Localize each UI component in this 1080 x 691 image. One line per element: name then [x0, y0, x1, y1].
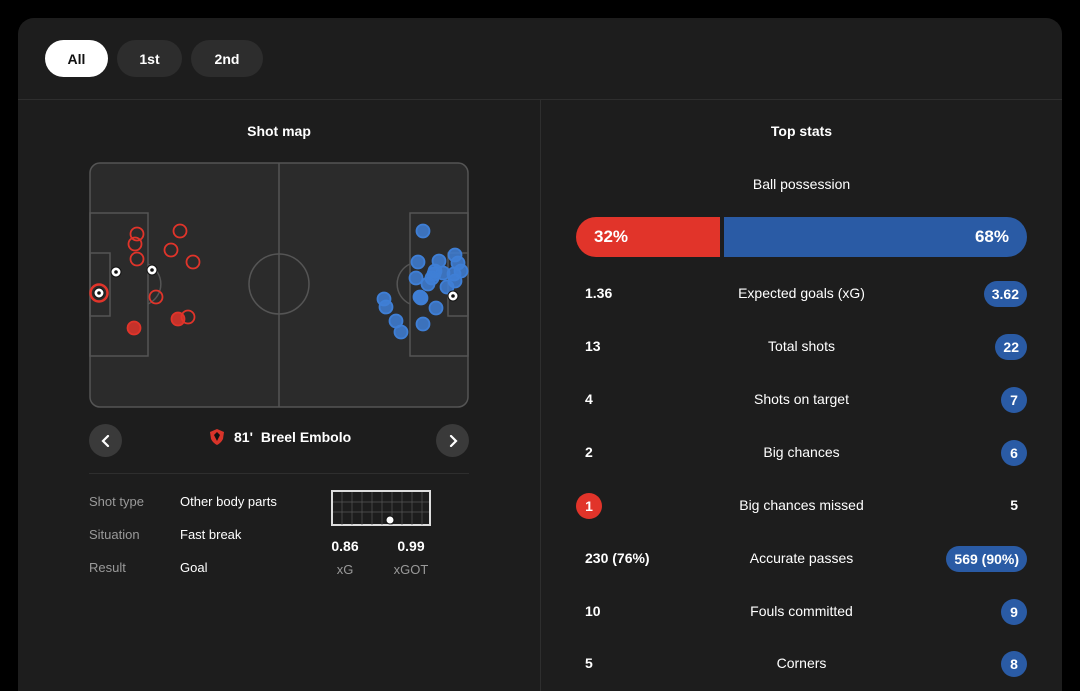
match-stats-card: All 1st 2nd Shot map 81' Breel Embolo Sh… — [18, 18, 1062, 691]
stat-label: Accurate passes — [749, 550, 854, 566]
tab-1st[interactable]: 1st — [117, 40, 182, 77]
stat-away-value: 3.62 — [983, 281, 1027, 307]
stat-away-value: 6 — [1001, 440, 1027, 466]
situation-value: Fast break — [180, 527, 242, 542]
possession-home: 32% — [576, 217, 720, 257]
tab-all[interactable]: All — [45, 40, 108, 77]
shot-marker[interactable] — [415, 316, 431, 332]
stat-home-value: 10 — [585, 603, 601, 619]
shot-marker[interactable] — [126, 320, 142, 336]
shot-marker[interactable] — [428, 300, 444, 316]
column-divider — [540, 100, 541, 691]
period-tabs: All 1st 2nd — [45, 40, 263, 77]
stat-label: Total shots — [768, 338, 835, 354]
shot-marker[interactable] — [129, 251, 145, 267]
shot-map-title: Shot map — [247, 123, 311, 139]
shot-type-value: Other body parts — [180, 494, 277, 509]
stat-home-value: 13 — [585, 338, 601, 354]
stat-label: Big chances — [763, 444, 840, 460]
selected-shot-ring — [89, 283, 109, 303]
shot-marker[interactable] — [127, 236, 143, 252]
stat-home-value: 2 — [585, 444, 593, 460]
shot-marker[interactable] — [378, 299, 394, 315]
stat-away-value: 9 — [1001, 599, 1027, 625]
away-shots — [376, 223, 469, 340]
stat-row: Fouls committed 10 9 — [576, 599, 1027, 625]
xg-value: 0.86 — [331, 538, 359, 554]
result-label: Result — [89, 560, 126, 575]
xg-label: xG — [336, 562, 354, 577]
shot-marker[interactable] — [439, 279, 455, 295]
stat-home-value: 230 (76%) — [585, 550, 650, 566]
stat-row: Total shots 13 22 — [576, 334, 1027, 360]
stat-away-value: 8 — [1001, 651, 1027, 677]
goal-ball-pattern — [150, 268, 154, 272]
stat-label: Fouls committed — [750, 603, 853, 619]
shot-type-label: Shot type — [89, 494, 144, 509]
stat-home-value: 1 — [576, 493, 602, 519]
stat-row: Shots on target 4 7 — [576, 387, 1027, 413]
stat-label: Big chances missed — [739, 497, 864, 513]
shot-marker[interactable] — [172, 223, 188, 239]
shot-marker[interactable] — [129, 226, 145, 242]
situation-label: Situation — [89, 527, 140, 542]
possession-label: Ball possession — [752, 176, 851, 192]
tab-2nd[interactable]: 2nd — [191, 40, 263, 77]
top-stats-title: Top stats — [770, 123, 833, 139]
stat-home-value: 4 — [585, 391, 593, 407]
shot-detail-divider — [89, 473, 469, 474]
next-shot-button[interactable] — [436, 424, 469, 457]
possession-bar: 32% 68% — [576, 217, 1027, 257]
stat-row: Accurate passes 230 (76%) 569 (90%) — [576, 546, 1027, 572]
shot-player-name: Breel Embolo — [260, 429, 352, 445]
shot-marker[interactable] — [180, 309, 196, 325]
home-shots — [89, 223, 201, 336]
stat-away-value: 7 — [1001, 387, 1027, 413]
stat-row: Corners 5 8 — [576, 651, 1027, 677]
shot-marker[interactable] — [393, 324, 409, 340]
stat-label: Corners — [776, 655, 827, 671]
possession-away: 68% — [724, 217, 1027, 257]
stat-row: Big chances missed 1 5 — [576, 493, 1027, 519]
xgot-value: 0.99 — [397, 538, 425, 554]
stat-label: Shots on target — [754, 391, 849, 407]
goal-ball-pattern — [451, 294, 455, 298]
team-crest-icon — [210, 429, 224, 445]
goal-ball-pattern — [97, 291, 101, 295]
selected-shot-player: 81' Breel Embolo — [208, 428, 351, 446]
shot-marker[interactable] — [420, 276, 436, 292]
shot-marker[interactable] — [413, 290, 429, 306]
shot-marker[interactable] — [185, 254, 201, 270]
stat-away-value: 5 — [1010, 497, 1018, 513]
header-divider — [18, 99, 1062, 100]
stat-away-value: 22 — [995, 334, 1027, 360]
xgot-label: xGOT — [393, 562, 429, 577]
shot-map-pitch[interactable] — [89, 162, 469, 408]
stat-row: Big chances 2 6 — [576, 440, 1027, 466]
stat-label: Expected goals (xG) — [738, 285, 865, 301]
chevron-left-icon — [100, 434, 109, 447]
shot-marker[interactable] — [410, 254, 426, 270]
shot-marker[interactable] — [408, 270, 424, 286]
chevron-right-icon — [449, 434, 458, 447]
stat-row: Expected goals (xG) 1.36 3.62 — [576, 281, 1027, 307]
result-value: Goal — [180, 560, 208, 575]
stat-away-value: 569 (90%) — [946, 546, 1027, 572]
shot-marker[interactable] — [148, 289, 164, 305]
shot-marker[interactable] — [415, 223, 431, 239]
goal-frame-graphic — [331, 490, 431, 526]
goal-ball-pattern — [114, 270, 118, 274]
shot-marker[interactable] — [163, 242, 179, 258]
prev-shot-button[interactable] — [89, 424, 122, 457]
stat-home-value: 5 — [585, 655, 593, 671]
stat-home-value: 1.36 — [585, 285, 613, 301]
shot-minute: 81' — [234, 429, 253, 445]
